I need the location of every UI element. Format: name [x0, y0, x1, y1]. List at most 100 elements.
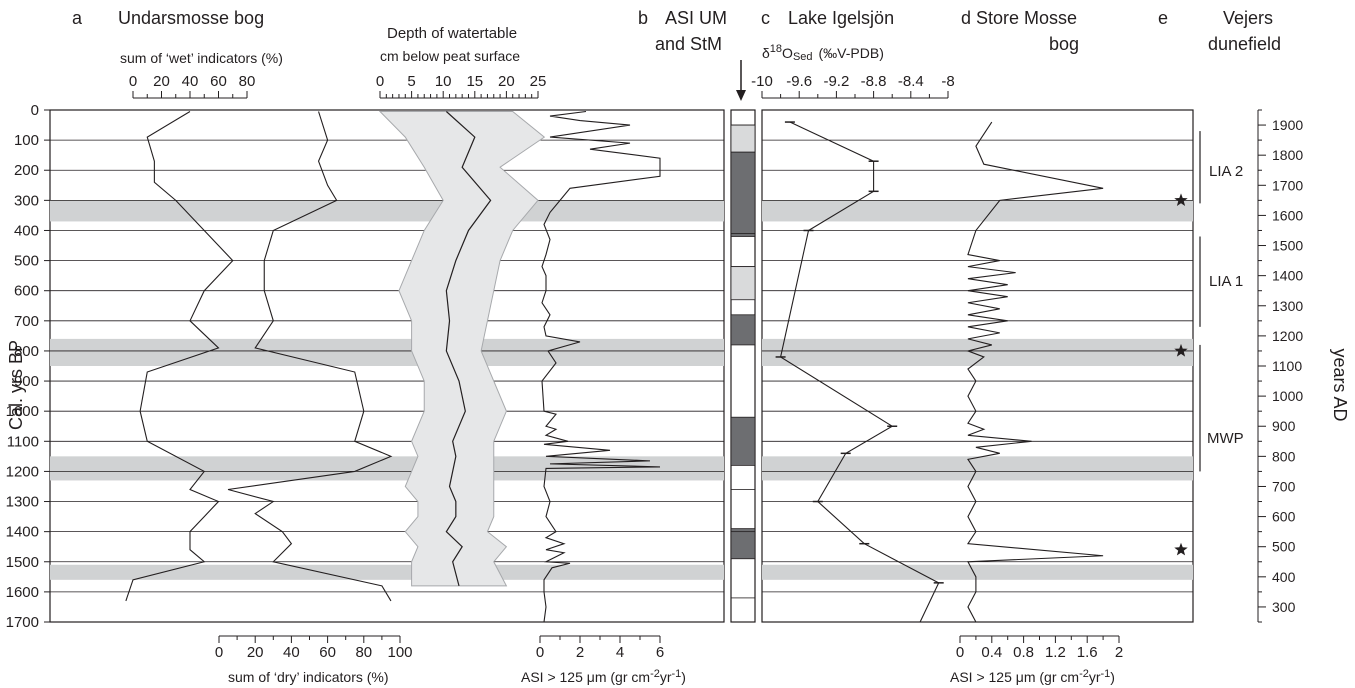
- asi-stm-tick-label: 0.8: [1013, 644, 1034, 661]
- y-tick-label: 1700: [6, 614, 39, 631]
- star-marker: [1174, 193, 1188, 206]
- asi-stm-tick-label: 0: [956, 644, 964, 661]
- shaded-band-right: [762, 456, 1193, 481]
- watertable-tick-label: 0: [376, 73, 384, 90]
- asi-stm-tick-label: 1.2: [1045, 644, 1066, 661]
- watertable-mean-line: [445, 111, 492, 587]
- right-tick-label: 1300: [1272, 298, 1303, 314]
- y-tick-label: 400: [14, 222, 39, 239]
- asi-um-prefix: ASI > 125 μm (gr cm: [521, 669, 650, 685]
- shaded-band-right: [762, 200, 1193, 222]
- panel-d-title-1: Store Mosse: [976, 8, 1077, 28]
- bar-b-white-segment: [730, 489, 756, 533]
- right-tick-label: 1100: [1272, 358, 1302, 374]
- dry-axis-label: sum of ‘dry’ indicators (%): [228, 669, 389, 685]
- asi-stm-suffix: ): [1110, 669, 1115, 685]
- panel-b-title-2: and StM: [655, 34, 722, 54]
- asi-stm-line: [966, 121, 1104, 623]
- right-tick-label: 1400: [1272, 268, 1303, 284]
- y-tick-label: 700: [14, 313, 39, 330]
- asi-stm-mid: yr: [1089, 669, 1101, 685]
- d18o-tick-label: -9.2: [823, 73, 849, 90]
- dry-tick-label: 20: [247, 644, 264, 661]
- y-tick-label: 200: [14, 162, 39, 179]
- panel-e-letter: e: [1158, 8, 1168, 28]
- right-tick-label: 700: [1272, 478, 1296, 494]
- watertable-label-1: Depth of watertable: [387, 25, 517, 42]
- watertable-tick-label: 15: [466, 73, 483, 90]
- asi-stm-tick-label: 2: [1115, 644, 1123, 661]
- y-tick-label: 300: [14, 192, 39, 209]
- y-tick-label: 1200: [6, 463, 39, 480]
- panel-c-letter: c: [761, 8, 770, 28]
- shaded-band-left: [50, 564, 724, 580]
- panel-d-title-2: bog: [1049, 34, 1079, 54]
- asi-um-tick-label: 0: [536, 644, 544, 661]
- wet-tick-label: 60: [210, 73, 227, 90]
- y-tick-label: 500: [14, 253, 39, 270]
- panel-b-arrow-head: [736, 90, 746, 101]
- wet-tick-label: 0: [129, 73, 137, 90]
- d18o-tick-label: -10: [751, 73, 773, 90]
- bar-b-dark-segment: [730, 528, 756, 560]
- bar-b-white-segment: [730, 109, 756, 126]
- wet-tick-label: 40: [182, 73, 199, 90]
- d18o-tick-label: -9.6: [786, 73, 812, 90]
- shaded-band-left: [50, 456, 724, 481]
- asi-stm-axis-label: ASI > 125 μm (gr cm-2yr-1): [950, 668, 1115, 685]
- panel-d-letter: d: [961, 8, 971, 28]
- y-tick-label: 0: [31, 102, 39, 119]
- dry-tick-label: 100: [387, 644, 412, 661]
- shaded-band-left: [50, 338, 724, 366]
- d18o-delta: δ: [762, 45, 770, 61]
- panel-a-title: Undarsmosse bog: [118, 8, 264, 28]
- period-label-mwp: MWP: [1207, 430, 1244, 447]
- panel-a-letter: a: [72, 8, 83, 28]
- right-tick-label: 300: [1272, 599, 1296, 615]
- y-tick-label: 600: [14, 283, 39, 300]
- wet-tick-label: 80: [239, 73, 256, 90]
- y-tick-label: 800: [14, 343, 39, 360]
- wet-indicators-line: [125, 111, 234, 602]
- d18o-tick-label: -8: [941, 73, 954, 90]
- y-tick-label: 1500: [6, 554, 39, 571]
- shaded-band-left: [50, 200, 724, 222]
- watertable-tick-label: 10: [435, 73, 452, 90]
- right-tick-label: 1900: [1272, 117, 1303, 133]
- watertable-envelope: [378, 111, 546, 587]
- y-tick-label: 1100: [7, 433, 39, 450]
- asi-stm-prefix: ASI > 125 μm (gr cm: [950, 669, 1079, 685]
- y-tick-label: 1000: [6, 403, 39, 420]
- right-tick-label: 600: [1272, 509, 1296, 525]
- asi-stm-tick-label: 0.4: [981, 644, 1002, 661]
- panel-e-title-2: dunefield: [1208, 34, 1281, 54]
- panel-b-letter: b: [638, 8, 648, 28]
- left-axis-label: Cal. yrs BP: [6, 340, 26, 430]
- d18o-unit: (‰V-PDB): [819, 45, 884, 61]
- bar-b-dark-segment: [730, 314, 756, 346]
- dry-indicators-line: [227, 111, 393, 602]
- asi-um-tick-label: 6: [656, 644, 664, 661]
- star-marker: [1174, 343, 1188, 357]
- asi-stm-tick-label: 1.6: [1077, 644, 1098, 661]
- d18o-tick-label: -8.4: [898, 73, 924, 90]
- bar-b-light-segment: [730, 266, 756, 301]
- asi-um-tick-label: 4: [616, 644, 624, 661]
- y-tick-label: 1300: [6, 494, 39, 511]
- d18o-main: O: [782, 45, 793, 61]
- asi-um-sup2: -1: [672, 668, 682, 680]
- wet-tick-label: 20: [153, 73, 170, 90]
- bar-b-white-segment: [730, 233, 756, 268]
- asi-um-sup1: -2: [650, 668, 660, 680]
- d18o-line: [779, 121, 940, 623]
- star-marker: [1174, 542, 1188, 556]
- d18o-tick-label: -8.8: [861, 73, 887, 90]
- right-tick-label: 1000: [1272, 388, 1303, 404]
- asi-stm-sup1: -2: [1079, 668, 1089, 680]
- right-tick-label: 1500: [1272, 238, 1303, 254]
- asi-um-suffix: ): [681, 669, 686, 685]
- period-label-lia1: LIA 1: [1209, 273, 1243, 290]
- watertable-tick-label: 20: [498, 73, 515, 90]
- right-tick-label: 900: [1272, 418, 1296, 434]
- watertable-label-2: cm below peat surface: [380, 48, 520, 64]
